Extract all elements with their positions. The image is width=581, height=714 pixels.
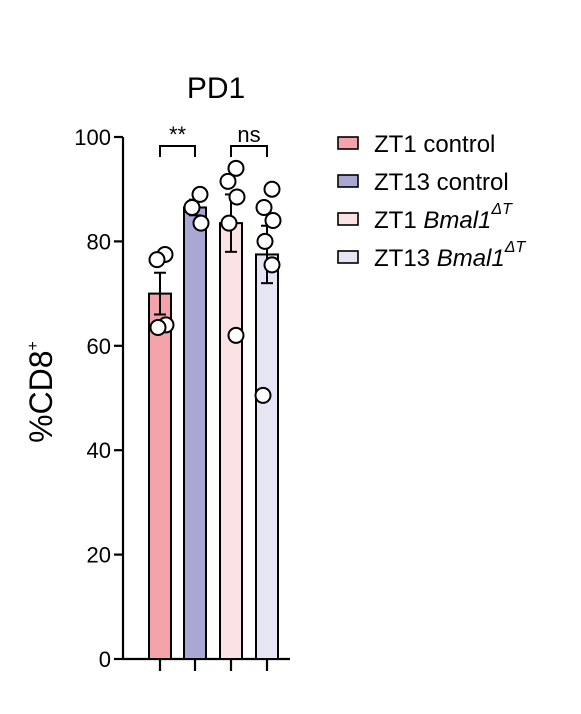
data-point	[183, 198, 201, 216]
y-tick-label: 0	[99, 647, 111, 672]
bar	[219, 222, 243, 660]
data-point	[219, 172, 237, 190]
data-points	[148, 159, 282, 404]
data-point	[256, 232, 274, 250]
y-tick-label: 40	[87, 438, 111, 463]
data-point	[263, 256, 281, 274]
svg-text:%CD8+: %CD8+	[23, 341, 59, 443]
data-point	[227, 159, 245, 177]
data-point	[254, 386, 272, 404]
axes: 0 20 40 60 80 100	[74, 125, 290, 672]
legend-label: ZT1 control	[374, 131, 495, 158]
significance-bracket	[159, 145, 196, 157]
data-point	[228, 188, 246, 206]
y-tick-label: 100	[74, 125, 111, 150]
significance-label: ns	[237, 122, 260, 147]
legend-label: ZT13 control	[374, 169, 509, 196]
bar	[255, 253, 279, 660]
data-point	[255, 198, 273, 216]
bar	[183, 206, 207, 660]
data-point	[148, 251, 166, 269]
legend-swatch	[337, 250, 359, 264]
legend-label: ZT13 Bmal1ΔT	[374, 239, 526, 272]
chart-title: PD1	[187, 72, 245, 105]
y-axis-label-sup: +	[25, 341, 42, 350]
y-axis-label: %CD8+	[23, 341, 59, 443]
legend-swatch	[337, 136, 359, 150]
data-point	[263, 180, 281, 198]
legend: ZT1 control ZT13 control ZT1 Bmal1ΔT ZT13 B…	[337, 131, 526, 272]
legend-swatch	[337, 212, 359, 226]
bar	[148, 292, 172, 660]
data-point	[192, 214, 210, 232]
data-point	[149, 319, 167, 337]
y-axis-label-text: %CD8	[23, 350, 59, 442]
significance-annotations: ** ns	[159, 122, 268, 157]
y-tick-label: 20	[87, 543, 111, 568]
data-point	[220, 214, 238, 232]
data-point	[191, 185, 209, 203]
bars	[148, 206, 279, 660]
legend-label: ZT1 Bmal1ΔT	[374, 201, 513, 234]
legend-swatch	[337, 174, 359, 188]
data-point	[264, 212, 282, 230]
y-tick-label: 80	[87, 229, 111, 254]
significance-label: **	[169, 122, 187, 147]
y-tick-label: 60	[87, 334, 111, 359]
significance-bracket	[230, 145, 268, 157]
data-point	[227, 326, 245, 344]
